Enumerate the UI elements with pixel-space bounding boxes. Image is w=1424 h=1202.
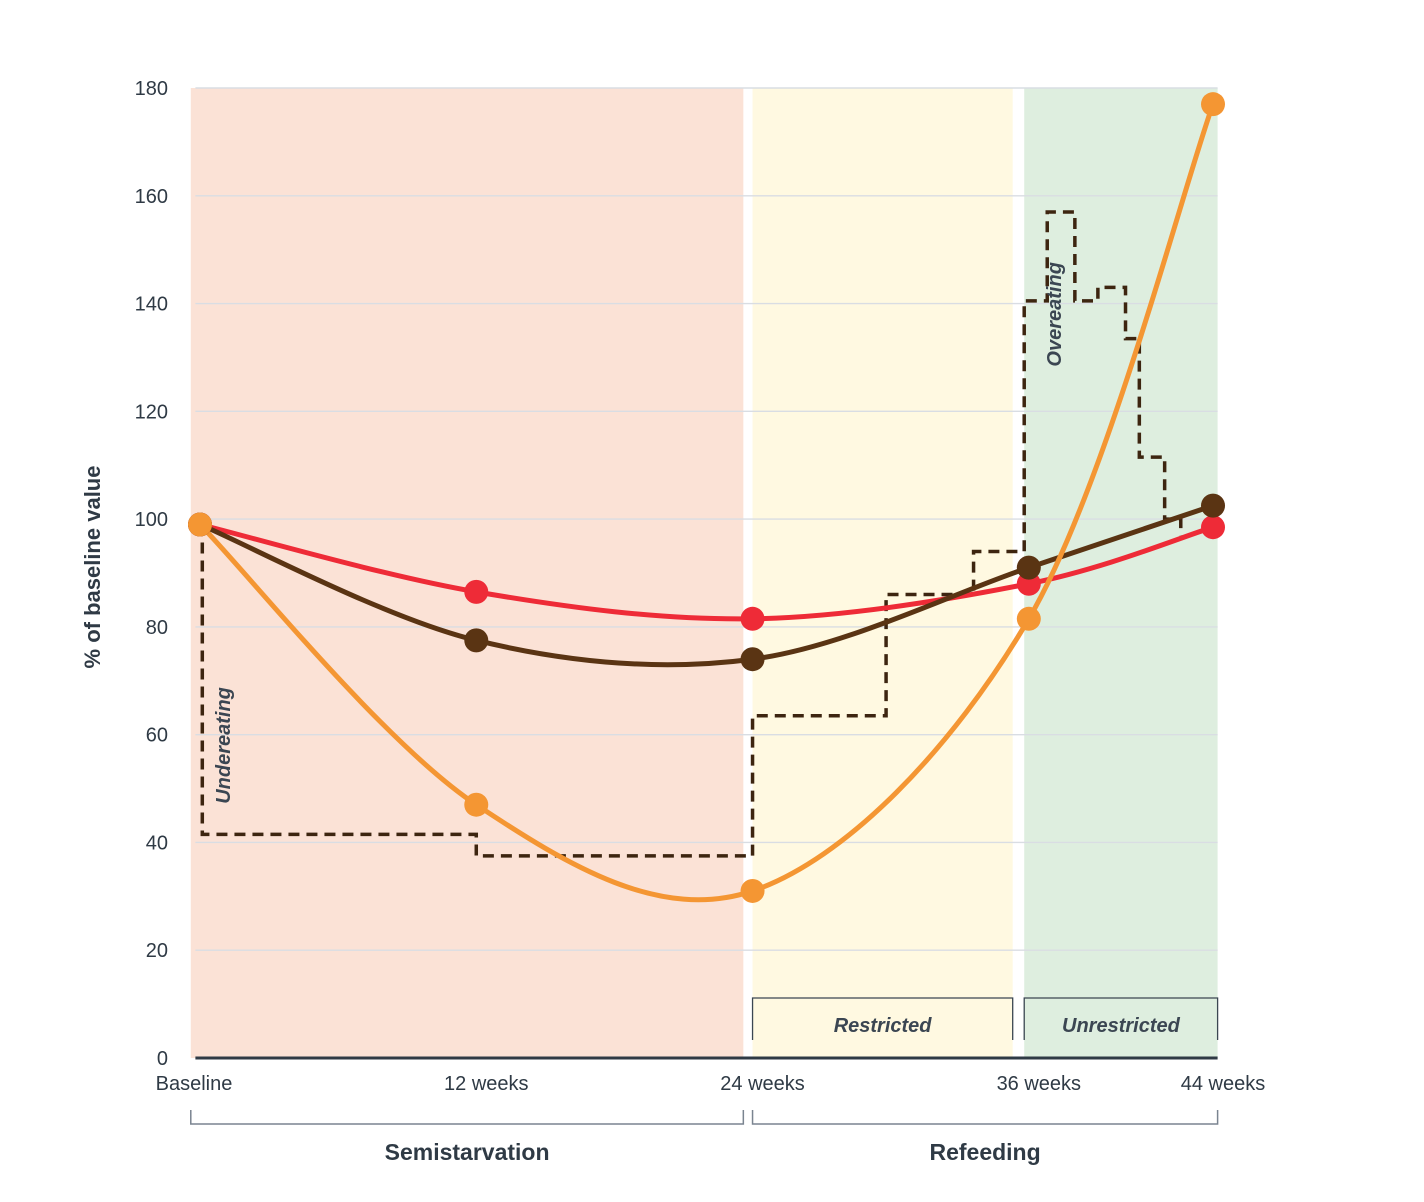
y-tick-label: 140 [135, 294, 168, 316]
subphase-bracket [1023, 997, 1219, 1040]
y-axis-label: % of baseline value [80, 466, 105, 669]
x-tick-label: Baseline [156, 1073, 233, 1095]
gridlines [195, 87, 1218, 951]
annotation-label: Overeating [1044, 262, 1066, 366]
series-point-0 [740, 606, 765, 631]
series-point-1 [1201, 493, 1225, 518]
region-unrestricted [1024, 88, 1218, 1058]
region-semistarvation [190, 88, 744, 1058]
y-tick-label: 20 [146, 940, 168, 962]
phase-label: Semistarvation [385, 1139, 550, 1165]
x-tick-label: 12 weeks [444, 1073, 529, 1095]
series-point-1 [740, 647, 765, 672]
y-tick-label: 40 [146, 832, 168, 854]
subphase-label: Unrestricted [1062, 1015, 1181, 1037]
y-tick-label: 160 [135, 186, 168, 208]
intake-step-line [200, 210, 1183, 858]
series-points [188, 92, 1225, 903]
annotations: Undereating Overeating [213, 262, 1066, 804]
y-tick-label: 100 [135, 509, 168, 531]
series-point-2 [188, 512, 212, 537]
background-regions [190, 88, 1218, 1058]
annotation-label: Undereating [213, 687, 235, 804]
phase-bracket [190, 1110, 745, 1125]
phase-label: Refeeding [929, 1139, 1040, 1165]
series-point-2 [740, 878, 765, 903]
intake-step-path [200, 210, 1183, 858]
subphase-label: Restricted [834, 1015, 933, 1037]
series-point-1 [464, 628, 489, 653]
series-point-1 [1016, 555, 1041, 580]
phase-bracket [751, 1110, 1219, 1125]
series-point-2 [1016, 606, 1041, 631]
y-tick-label: 180 [135, 78, 168, 100]
axes: 0 20 40 60 80 100 120 140 160 180 Baseline 12 weeks… [135, 78, 1266, 1165]
region-restricted [752, 88, 1013, 1058]
y-tick-label: 60 [146, 725, 168, 747]
series-point-0 [464, 579, 489, 604]
x-tick-label: 44 weeks [1181, 1073, 1266, 1095]
x-tick-label: 36 weeks [997, 1073, 1082, 1095]
series-point-2 [464, 792, 489, 817]
series-point-2 [1201, 92, 1225, 117]
y-tick-label: 80 [146, 617, 168, 639]
series-point-0 [1201, 515, 1225, 540]
subphase-bracket [751, 997, 1014, 1040]
x-tick-label: 24 weeks [720, 1073, 805, 1095]
y-tick-label: 120 [135, 401, 168, 423]
series-line-2 [197, 101, 1216, 903]
y-tick-label: 0 [157, 1048, 168, 1070]
